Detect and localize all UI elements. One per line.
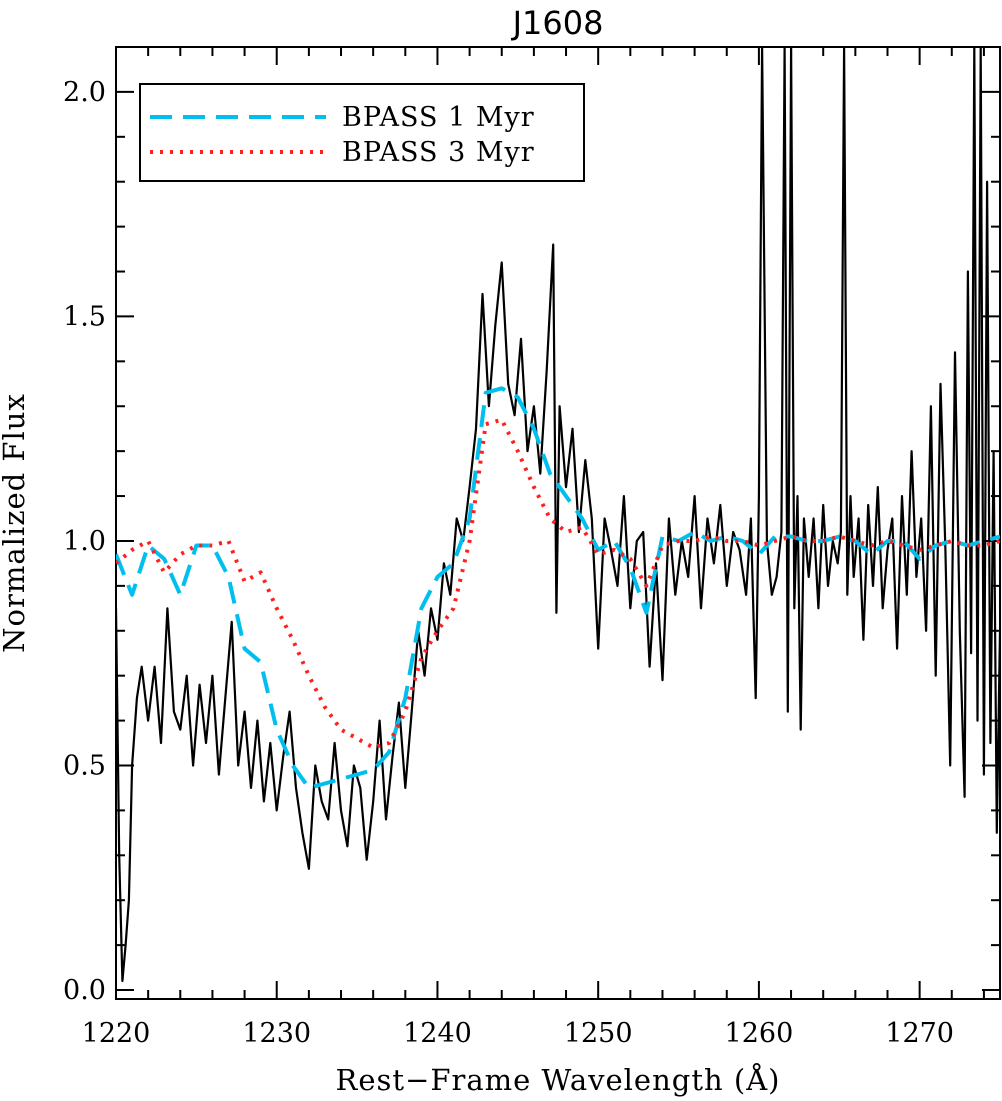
axis-ticks: 1220 1230 1240 1250 1260 1270 0.0 0.5 1.0 1.5 2.0 — [63, 47, 1000, 1049]
y-tick-label: 2.0 — [63, 77, 106, 108]
y-tick-label: 1.5 — [63, 301, 106, 332]
x-tick-label: 1270 — [885, 1018, 954, 1049]
y-axis-label: Normalized Flux — [0, 393, 31, 653]
y-tick-label: 1.0 — [63, 526, 106, 557]
x-tick-label: 1250 — [564, 1018, 633, 1049]
x-tick-label: 1230 — [242, 1018, 311, 1049]
bpass-3myr-line — [116, 417, 1000, 750]
x-axis-label: Rest−Frame Wavelength (Å) — [336, 1062, 781, 1097]
x-tick-label: 1220 — [82, 1018, 151, 1049]
observed-spectrum-line — [116, 47, 1000, 983]
legend-label-bpass-3myr: BPASS 3 Myr — [342, 137, 535, 168]
series-group — [116, 47, 1000, 983]
chart-title: J1608 — [511, 4, 604, 42]
y-tick-label: 0.5 — [63, 750, 106, 781]
legend-box — [139, 83, 585, 182]
x-tick-label: 1240 — [403, 1018, 472, 1049]
legend-label-bpass-1myr: BPASS 1 Myr — [342, 102, 535, 133]
y-tick-label: 0.0 — [63, 975, 106, 1006]
x-tick-label: 1260 — [725, 1018, 794, 1049]
plot-frame — [115, 46, 1001, 1000]
legend: BPASS 1 Myr BPASS 3 Myr — [139, 83, 585, 182]
